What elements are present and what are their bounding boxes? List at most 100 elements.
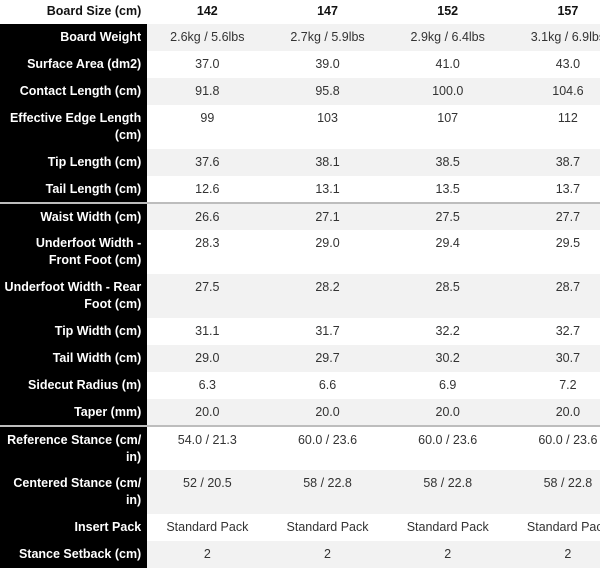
- table-row: Reference Stance (cm/ in) 54.0 / 21.3 60.0…: [0, 425, 600, 470]
- cell-value: 2.9kg / 6.4lbs: [387, 24, 508, 51]
- cell-value: 29.0: [267, 230, 388, 274]
- size-header: 142: [147, 0, 268, 24]
- cell-value: 29.5: [507, 230, 600, 274]
- cell-value: 32.7: [507, 318, 600, 345]
- header-row: Board Size (cm) 142 147 152 157: [0, 0, 600, 24]
- cell-value: 26.6: [147, 202, 268, 230]
- table-row: Waist Width (cm) 26.6 27.1 27.5 27.7: [0, 202, 600, 230]
- board-size-label: Board Size (cm): [0, 0, 148, 24]
- size-header: 147: [267, 0, 388, 24]
- cell-value: 37.0: [147, 51, 268, 78]
- cell-value: 20.0: [267, 399, 388, 426]
- cell-value: 28.3: [147, 230, 268, 274]
- cell-value: 39.0: [267, 51, 388, 78]
- cell-value: 41.0: [387, 51, 508, 78]
- cell-value: 91.8: [147, 78, 268, 105]
- cell-value: 104.6: [507, 78, 600, 105]
- cell-value: 60.0 / 23.6: [267, 425, 388, 470]
- cell-value: 20.0: [507, 399, 600, 426]
- cell-value: 27.5: [147, 274, 268, 318]
- cell-value: 37.6: [147, 149, 268, 176]
- row-label: Underfoot Width - Front Foot (cm): [0, 230, 148, 274]
- cell-value: 43.0: [507, 51, 600, 78]
- cell-value: 32.2: [387, 318, 508, 345]
- cell-value: 29.4: [387, 230, 508, 274]
- cell-value: 2.7kg / 5.9lbs: [267, 24, 388, 51]
- row-label: Tail Width (cm): [0, 345, 148, 372]
- table-row: Insert Pack Standard Pack Standard Pack Sta…: [0, 514, 600, 541]
- cell-value: 7.2: [507, 372, 600, 399]
- cell-value: 28.2: [267, 274, 388, 318]
- table-row: Effective Edge Length (cm) 99 103 107 112: [0, 105, 600, 149]
- cell-value: 12.6: [147, 176, 268, 203]
- cell-value: 112: [507, 105, 600, 149]
- row-label: Centered Stance (cm/ in): [0, 470, 148, 514]
- cell-value: 13.1: [267, 176, 388, 203]
- cell-value: 58 / 22.8: [507, 470, 600, 514]
- cell-value: 30.7: [507, 345, 600, 372]
- table-row: Taper (mm) 20.0 20.0 20.0 20.0: [0, 399, 600, 426]
- cell-value: 6.3: [147, 372, 268, 399]
- cell-value: 6.6: [267, 372, 388, 399]
- table-row: Centered Stance (cm/ in) 52 / 20.5 58 / 22…: [0, 470, 600, 514]
- cell-value: 58 / 22.8: [387, 470, 508, 514]
- table-row: Tail Width (cm) 29.0 29.7 30.2 30.7: [0, 345, 600, 372]
- cell-value: 2: [147, 541, 268, 568]
- table-row: Surface Area (dm2) 37.0 39.0 41.0 43.0: [0, 51, 600, 78]
- cell-value: 54.0 / 21.3: [147, 425, 268, 470]
- cell-value: 52 / 20.5: [147, 470, 268, 514]
- row-label: Contact Length (cm): [0, 78, 148, 105]
- cell-value: 20.0: [387, 399, 508, 426]
- table-row: Board Weight 2.6kg / 5.6lbs 2.7kg / 5.9lbs…: [0, 24, 600, 51]
- cell-value: 31.1: [147, 318, 268, 345]
- row-label: Insert Pack: [0, 514, 148, 541]
- cell-value: 100.0: [387, 78, 508, 105]
- cell-value: 28.7: [507, 274, 600, 318]
- row-label: Stance Setback (cm): [0, 541, 148, 568]
- cell-value: 27.5: [387, 202, 508, 230]
- cell-value: 13.7: [507, 176, 600, 203]
- cell-value: 29.0: [147, 345, 268, 372]
- cell-value: 38.7: [507, 149, 600, 176]
- cell-value: 38.1: [267, 149, 388, 176]
- cell-value: 60.0 / 23.6: [387, 425, 508, 470]
- cell-value: 107: [387, 105, 508, 149]
- cell-value: 29.7: [267, 345, 388, 372]
- cell-value: 103: [267, 105, 388, 149]
- cell-value: 30.2: [387, 345, 508, 372]
- cell-value: 27.1: [267, 202, 388, 230]
- cell-value: 2: [387, 541, 508, 568]
- row-label: Sidecut Radius (m): [0, 372, 148, 399]
- cell-value: Standard Pack: [507, 514, 600, 541]
- size-header: 152: [387, 0, 508, 24]
- row-label: Taper (mm): [0, 399, 148, 426]
- cell-value: 60.0 / 23.6: [507, 425, 600, 470]
- table-row: Tip Width (cm) 31.1 31.7 32.2 32.7: [0, 318, 600, 345]
- cell-value: Standard Pack: [387, 514, 508, 541]
- row-label: Tip Width (cm): [0, 318, 148, 345]
- cell-value: Standard Pack: [147, 514, 268, 541]
- row-label: Underfoot Width - Rear Foot (cm): [0, 274, 148, 318]
- row-label: Board Weight: [0, 24, 148, 51]
- row-label: Tail Length (cm): [0, 176, 148, 203]
- table-row: Sidecut Radius (m) 6.3 6.6 6.9 7.2: [0, 372, 600, 399]
- cell-value: 38.5: [387, 149, 508, 176]
- cell-value: 13.5: [387, 176, 508, 203]
- cell-value: 2: [267, 541, 388, 568]
- table-row: Underfoot Width - Front Foot (cm) 28.3 29.…: [0, 230, 600, 274]
- row-label: Surface Area (dm2): [0, 51, 148, 78]
- cell-value: 95.8: [267, 78, 388, 105]
- cell-value: 27.7: [507, 202, 600, 230]
- table-row: Stance Setback (cm) 2 2 2 2: [0, 541, 600, 568]
- cell-value: Standard Pack: [267, 514, 388, 541]
- row-label: Effective Edge Length (cm): [0, 105, 148, 149]
- row-label: Reference Stance (cm/ in): [0, 425, 148, 470]
- cell-value: 31.7: [267, 318, 388, 345]
- cell-value: 99: [147, 105, 268, 149]
- cell-value: 2.6kg / 5.6lbs: [147, 24, 268, 51]
- table-row: Tail Length (cm) 12.6 13.1 13.5 13.7: [0, 176, 600, 203]
- cell-value: 2: [507, 541, 600, 568]
- cell-value: 28.5: [387, 274, 508, 318]
- size-header: 157: [507, 0, 600, 24]
